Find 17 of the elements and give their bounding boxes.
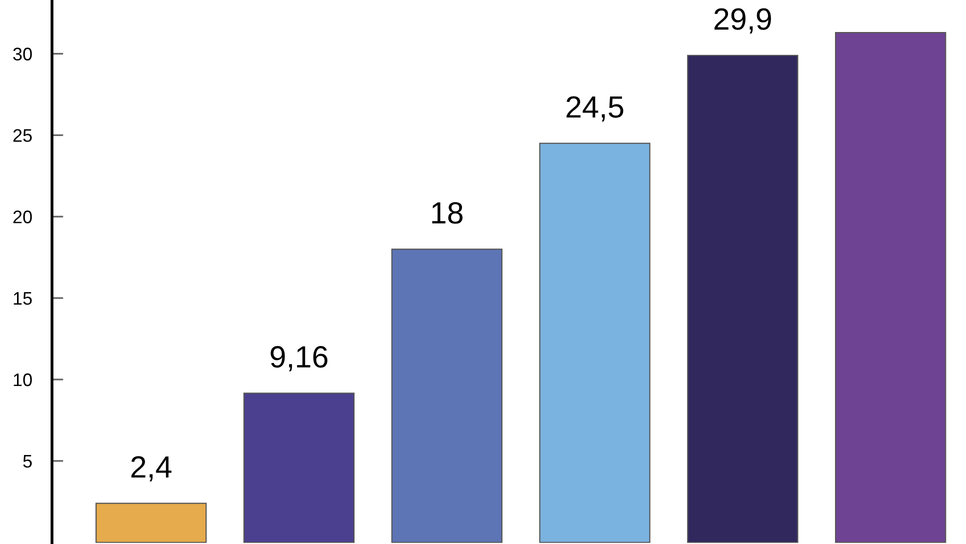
- bar: [391, 248, 502, 543]
- y-tick-label: 20: [13, 210, 32, 224]
- bar: [243, 392, 355, 543]
- data-label: 29,9: [714, 8, 771, 34]
- y-tick-label: 5: [23, 455, 32, 468]
- y-tick-label: 25: [13, 129, 32, 142]
- y-tick-label: 10: [14, 373, 32, 386]
- bar: [687, 54, 798, 543]
- data-label: 24,5: [566, 96, 624, 122]
- bar: [96, 502, 207, 543]
- y-tick-label: 15: [14, 292, 32, 305]
- y-tick-label: 30: [13, 48, 32, 60]
- bar: [835, 32, 946, 543]
- data-label: 9,16: [270, 346, 328, 372]
- data-label: 18: [432, 202, 463, 224]
- bar: [539, 142, 650, 543]
- data-label: 2,4: [131, 456, 172, 482]
